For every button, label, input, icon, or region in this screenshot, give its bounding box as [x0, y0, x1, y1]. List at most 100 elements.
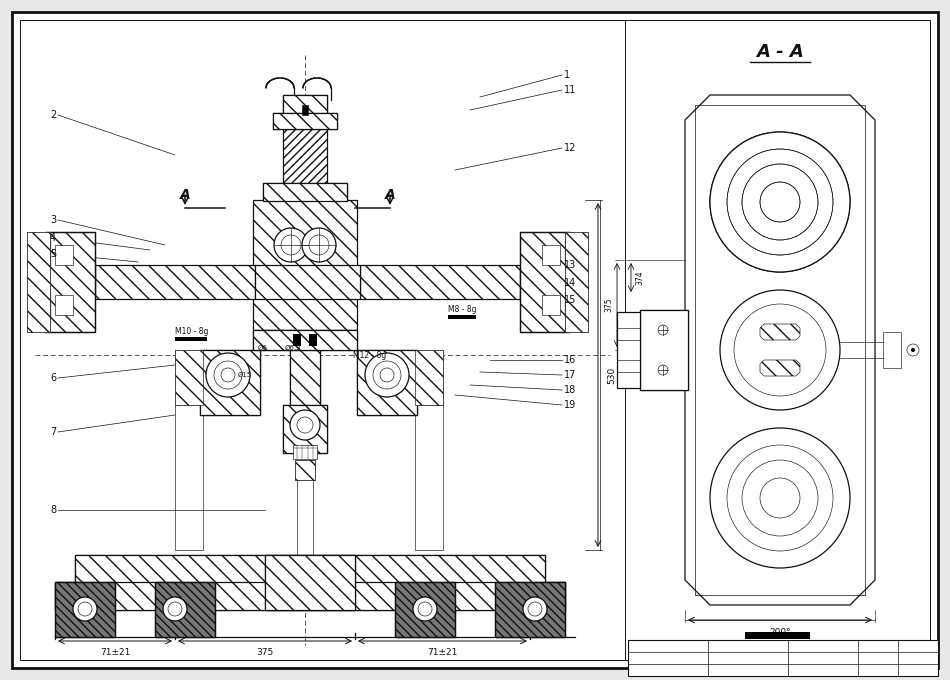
Bar [283, 129, 327, 184]
Bar [45, 232, 95, 332]
Bar [55, 245, 73, 265]
Text: 11: 11 [564, 85, 577, 95]
Text: 374: 374 [635, 271, 644, 286]
Bar [448, 315, 476, 319]
Circle shape [710, 132, 850, 272]
Circle shape [73, 597, 97, 621]
Text: M8 - 8g: M8 - 8g [448, 305, 477, 314]
Text: 19: 19 [564, 400, 577, 410]
Bar [175, 405, 203, 550]
Bar [55, 295, 73, 315]
Bar [395, 582, 455, 637]
Polygon shape [760, 324, 800, 340]
Text: A - A: A - A [756, 43, 804, 61]
Bar [45, 232, 95, 332]
Bar [302, 105, 308, 115]
Circle shape [365, 353, 409, 397]
Bar [175, 350, 203, 405]
Bar [283, 405, 327, 453]
Bar [263, 183, 347, 201]
Bar [265, 555, 355, 610]
Bar [357, 350, 417, 415]
Bar [695, 105, 865, 595]
Text: 71±21: 71±21 [427, 648, 457, 657]
Bar [293, 334, 301, 340]
Bar [415, 350, 443, 405]
Text: A: A [180, 188, 190, 202]
Bar [640, 310, 688, 390]
Text: 530: 530 [607, 367, 616, 384]
Circle shape [163, 597, 187, 621]
Bar [495, 582, 565, 637]
Bar [253, 200, 357, 330]
Bar [542, 295, 560, 315]
Bar [75, 555, 545, 585]
Text: 4: 4 [50, 233, 56, 243]
Text: 13: 13 [564, 260, 577, 270]
Bar [628, 640, 938, 676]
Circle shape [523, 597, 547, 621]
Bar [565, 292, 585, 318]
Bar [309, 334, 317, 340]
Bar [27, 232, 50, 332]
Bar [495, 582, 565, 637]
Bar [395, 582, 455, 637]
Text: M12 - 8g: M12 - 8g [353, 352, 387, 360]
Text: 375: 375 [256, 648, 274, 657]
Bar [640, 310, 688, 390]
Bar [200, 350, 260, 415]
Text: A: A [385, 188, 395, 202]
Circle shape [302, 228, 336, 262]
Text: 71±21: 71±21 [100, 648, 130, 657]
Circle shape [911, 348, 915, 352]
Bar [55, 582, 115, 637]
Text: 1: 1 [564, 70, 570, 80]
Bar [155, 582, 215, 637]
Text: 6: 6 [50, 373, 56, 383]
Text: Ø6: Ø6 [258, 345, 268, 351]
Bar [255, 265, 360, 299]
Bar [542, 245, 560, 265]
Bar [283, 405, 327, 453]
Bar [290, 350, 320, 405]
Bar [290, 350, 320, 405]
Bar [293, 445, 317, 459]
Bar [520, 232, 570, 332]
Bar [273, 113, 337, 129]
Text: 18: 18 [564, 385, 577, 395]
Bar [520, 232, 570, 332]
Bar [297, 480, 313, 570]
Bar [565, 232, 588, 332]
Circle shape [290, 410, 320, 440]
Bar [283, 95, 327, 113]
Bar [883, 332, 901, 368]
Text: 12: 12 [564, 143, 577, 153]
Text: 16: 16 [564, 355, 577, 365]
Text: Ø15: Ø15 [238, 372, 252, 378]
Bar [155, 582, 215, 637]
Text: 2: 2 [50, 110, 56, 120]
Bar [360, 265, 520, 299]
Circle shape [720, 290, 840, 410]
Circle shape [274, 228, 308, 262]
Bar [27, 232, 50, 332]
Text: Ø6.3: Ø6.3 [285, 345, 302, 351]
Bar [253, 330, 357, 350]
Bar [75, 555, 545, 585]
Bar [265, 555, 355, 610]
Text: 3: 3 [50, 215, 56, 225]
Bar [30, 240, 50, 266]
Bar [200, 350, 260, 415]
Bar [295, 460, 315, 480]
Bar [263, 183, 347, 201]
Bar [273, 113, 337, 129]
Bar [55, 582, 565, 610]
Text: 7: 7 [50, 427, 56, 437]
Bar [175, 350, 203, 405]
Bar [283, 95, 327, 113]
Bar [415, 405, 443, 550]
Bar [565, 232, 588, 332]
Text: 8: 8 [50, 505, 56, 515]
Bar [55, 582, 565, 610]
Bar [565, 240, 585, 266]
